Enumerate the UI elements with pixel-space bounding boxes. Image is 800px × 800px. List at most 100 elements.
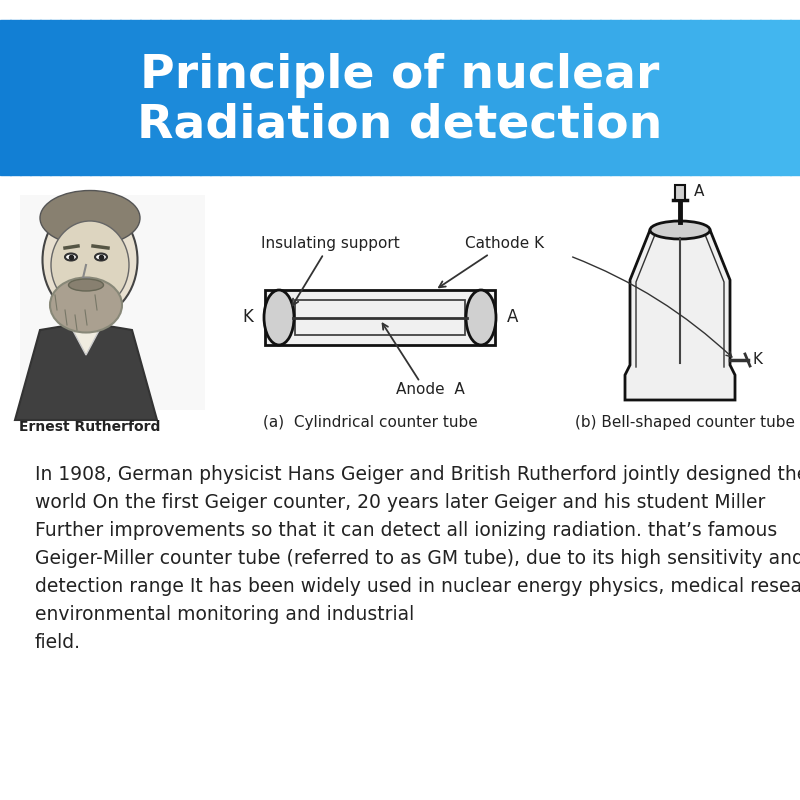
Bar: [390, 20, 401, 175]
Polygon shape: [70, 318, 102, 355]
Bar: [340, 20, 351, 175]
Bar: [350, 20, 361, 175]
Bar: [290, 20, 301, 175]
Text: Insulating support: Insulating support: [261, 236, 399, 306]
Bar: [180, 20, 191, 175]
Bar: [240, 20, 251, 175]
Bar: [70, 20, 81, 175]
Bar: [400, 20, 411, 175]
Ellipse shape: [95, 254, 107, 261]
Bar: [560, 20, 571, 175]
Ellipse shape: [650, 221, 710, 239]
Bar: [230, 20, 241, 175]
Bar: [140, 20, 151, 175]
Bar: [220, 20, 231, 175]
Text: A: A: [507, 309, 518, 326]
Bar: [260, 20, 271, 175]
Bar: [640, 20, 651, 175]
Bar: [110, 20, 121, 175]
Bar: [0, 20, 11, 175]
Text: K: K: [753, 353, 763, 367]
Bar: [250, 20, 261, 175]
Ellipse shape: [42, 202, 138, 318]
Ellipse shape: [40, 190, 140, 246]
Bar: [330, 20, 341, 175]
Text: Principle of nuclear: Principle of nuclear: [140, 53, 660, 98]
Text: A: A: [694, 185, 704, 199]
Bar: [30, 20, 41, 175]
Bar: [690, 20, 701, 175]
Bar: [720, 20, 731, 175]
Bar: [295, 300, 465, 335]
Bar: [150, 20, 161, 175]
Bar: [210, 20, 221, 175]
Polygon shape: [15, 320, 157, 420]
Bar: [680, 20, 691, 175]
Bar: [670, 20, 681, 175]
Bar: [675, 185, 685, 200]
Bar: [200, 20, 211, 175]
Ellipse shape: [69, 279, 103, 291]
Bar: [530, 20, 541, 175]
Text: Ernest Rutherford: Ernest Rutherford: [19, 420, 161, 434]
Bar: [480, 20, 491, 175]
Ellipse shape: [51, 221, 129, 309]
Bar: [310, 20, 321, 175]
Bar: [790, 20, 800, 175]
Bar: [410, 20, 421, 175]
Polygon shape: [625, 230, 735, 400]
Bar: [430, 20, 441, 175]
Bar: [300, 20, 311, 175]
Bar: [20, 20, 31, 175]
Bar: [660, 20, 671, 175]
Bar: [320, 20, 331, 175]
Bar: [780, 20, 791, 175]
Bar: [370, 20, 381, 175]
Bar: [770, 20, 781, 175]
Text: (a)  Cylindrical counter tube: (a) Cylindrical counter tube: [262, 415, 478, 430]
Text: (b) Bell-shaped counter tube: (b) Bell-shaped counter tube: [575, 415, 795, 430]
Bar: [450, 20, 461, 175]
Bar: [160, 20, 171, 175]
Bar: [650, 20, 661, 175]
Bar: [60, 20, 71, 175]
Bar: [760, 20, 771, 175]
Bar: [620, 20, 631, 175]
Text: In 1908, German physicist Hans Geiger and British Rutherford jointly designed th: In 1908, German physicist Hans Geiger an…: [35, 465, 800, 652]
Bar: [265, 290, 495, 345]
Bar: [610, 20, 621, 175]
Bar: [10, 20, 21, 175]
Bar: [120, 20, 131, 175]
Bar: [270, 20, 281, 175]
Bar: [750, 20, 761, 175]
Bar: [550, 20, 561, 175]
Text: Cathode K: Cathode K: [439, 236, 545, 287]
Bar: [40, 20, 51, 175]
Bar: [710, 20, 721, 175]
Ellipse shape: [264, 290, 294, 345]
Bar: [740, 20, 751, 175]
Bar: [600, 20, 611, 175]
Bar: [420, 20, 431, 175]
Bar: [470, 20, 481, 175]
Bar: [100, 20, 111, 175]
Bar: [510, 20, 521, 175]
Bar: [540, 20, 551, 175]
Bar: [490, 20, 501, 175]
Bar: [170, 20, 181, 175]
Bar: [20, 195, 205, 410]
Ellipse shape: [466, 290, 496, 345]
Bar: [380, 20, 391, 175]
Bar: [90, 20, 101, 175]
Bar: [630, 20, 641, 175]
Bar: [80, 20, 91, 175]
Text: K: K: [242, 309, 253, 326]
Bar: [590, 20, 601, 175]
Bar: [130, 20, 141, 175]
Text: Radiation detection: Radiation detection: [138, 103, 662, 148]
Bar: [580, 20, 591, 175]
Ellipse shape: [65, 254, 77, 261]
Bar: [730, 20, 741, 175]
Bar: [500, 20, 511, 175]
Bar: [700, 20, 711, 175]
